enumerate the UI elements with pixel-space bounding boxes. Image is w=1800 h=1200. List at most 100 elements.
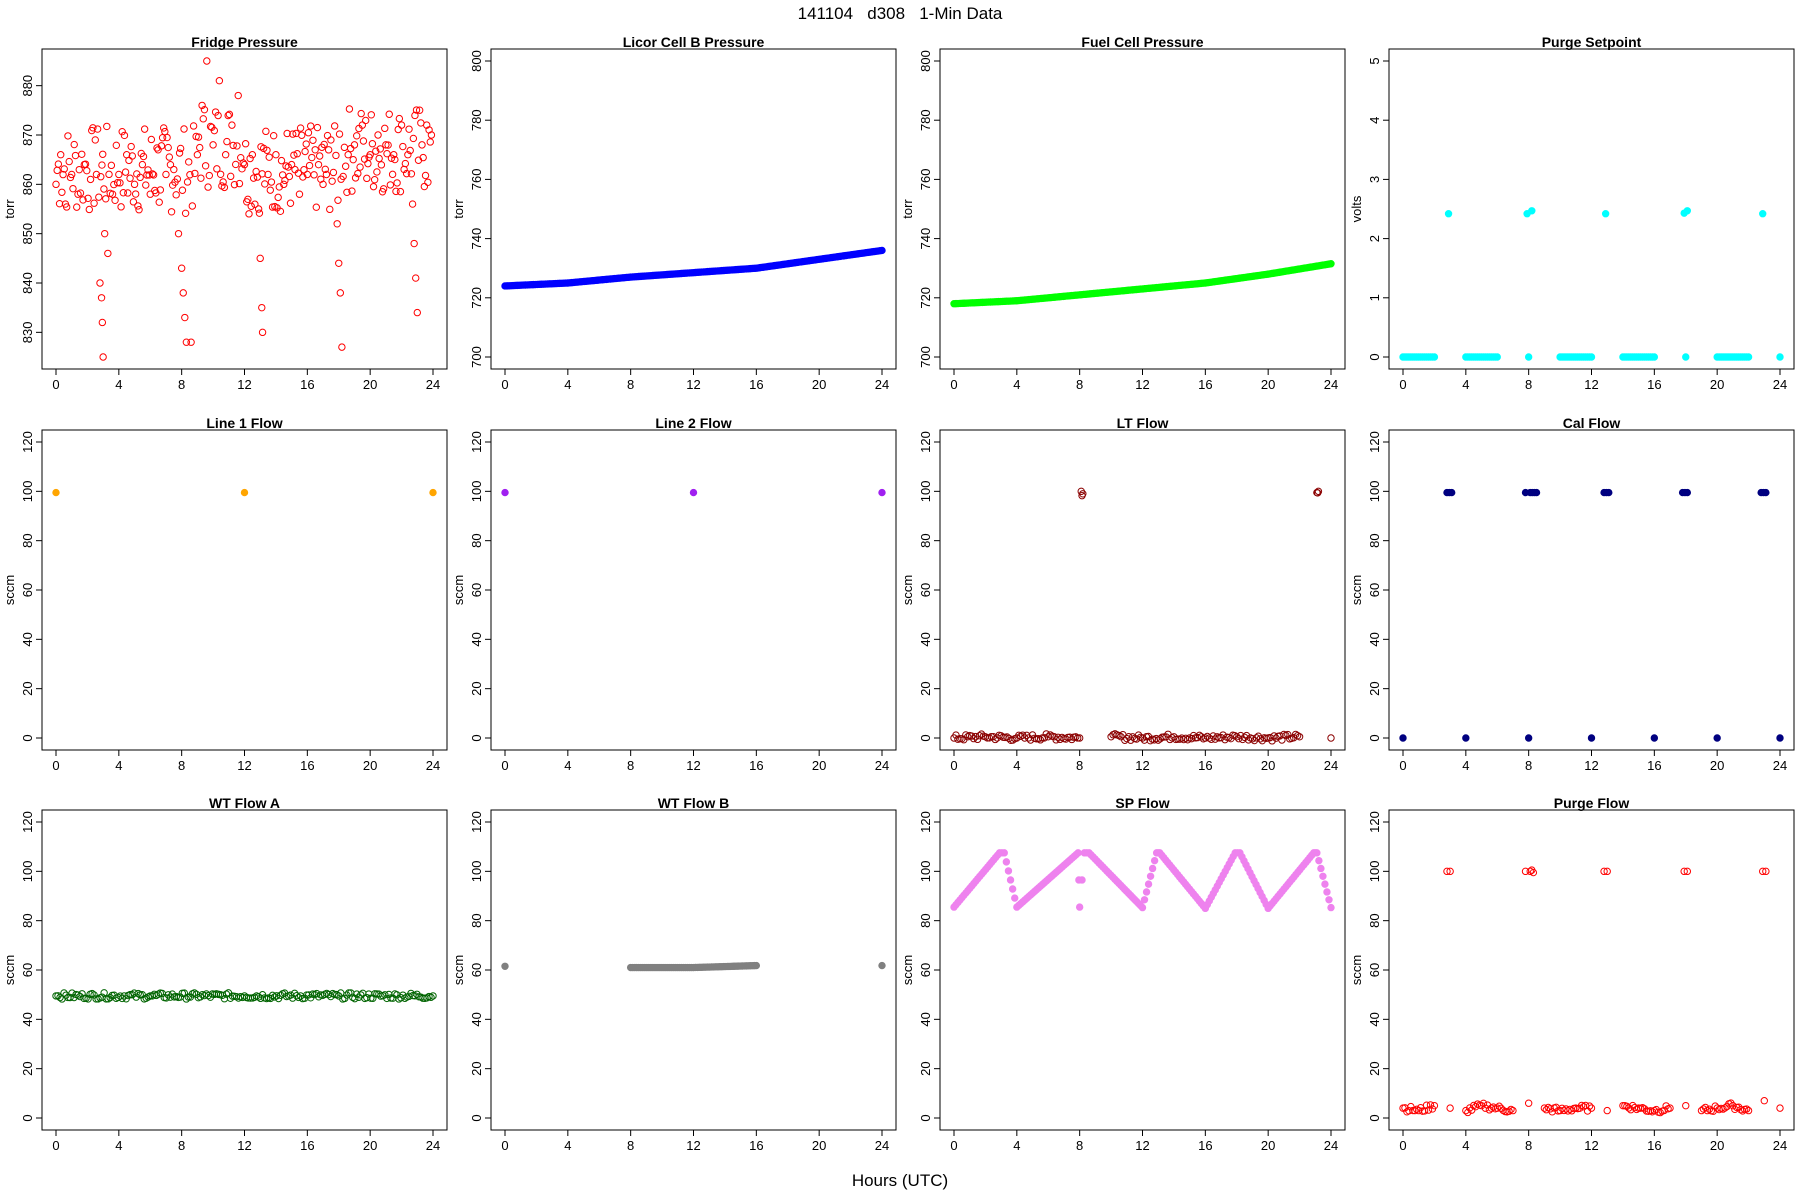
data-point <box>1721 1104 1729 1112</box>
data-point <box>275 183 283 191</box>
x-tick-label: 4 <box>564 377 571 392</box>
y-tick-label: 700 <box>918 346 933 368</box>
data-point <box>345 989 353 997</box>
y-tick-label: 3 <box>1367 176 1382 183</box>
data-point <box>263 146 271 154</box>
data-point <box>348 187 356 195</box>
panel-title: LT Flow <box>1117 415 1169 431</box>
y-tick-label: 780 <box>469 109 484 131</box>
data-point <box>84 194 92 202</box>
data-point <box>197 174 205 182</box>
data-point <box>136 173 144 182</box>
x-tick-label: 0 <box>950 758 957 773</box>
y-tick-label: 60 <box>918 583 933 597</box>
chart-panel-purge-flow: Purge Flow 0 4 8 12 16 20 24 0 20 40 60 80 100 120 sccm <box>1349 795 1795 1153</box>
x-tick-label: 24 <box>875 377 889 392</box>
data-point <box>1426 1101 1435 1109</box>
data-point <box>1682 1101 1690 1110</box>
data-point <box>85 205 94 214</box>
data-point <box>1507 1105 1515 1114</box>
x-tick-label: 12 <box>686 377 700 392</box>
data-point <box>1140 896 1149 904</box>
data-point <box>333 220 341 228</box>
x-tick-label: 16 <box>1198 377 1212 392</box>
chart-panel-fridge-pressure: Fridge Pressure 0 4 8 12 16 20 24 830 840 850 860 87… <box>2 34 448 392</box>
x-tick-label: 24 <box>1324 377 1338 392</box>
data-point <box>424 178 432 186</box>
data-point <box>349 155 357 164</box>
series-points <box>950 260 1335 308</box>
data-point <box>397 121 406 129</box>
data-point <box>1469 1101 1478 1110</box>
x-tick-label: 24 <box>1324 758 1338 773</box>
data-point <box>1325 260 1333 268</box>
data-point <box>76 189 85 197</box>
data-point <box>333 990 341 999</box>
data-point <box>1776 1104 1784 1112</box>
data-point <box>215 77 224 85</box>
data-point <box>174 229 183 238</box>
data-point <box>116 179 124 187</box>
data-point <box>69 184 77 193</box>
data-point <box>381 991 389 999</box>
data-point <box>64 132 72 140</box>
data-point <box>298 131 306 139</box>
y-tick-label: 80 <box>469 913 484 927</box>
x-tick-label: 8 <box>627 1138 634 1153</box>
data-point <box>272 151 280 159</box>
data-point <box>372 147 380 155</box>
data-point <box>115 170 123 179</box>
x-tick-label: 20 <box>812 377 826 392</box>
data-point <box>1150 856 1159 865</box>
data-point <box>1683 207 1692 215</box>
data-point <box>361 116 370 125</box>
data-point <box>301 147 309 156</box>
data-point <box>1008 885 1017 893</box>
data-point <box>1262 734 1270 742</box>
y-tick-label: 100 <box>469 480 484 502</box>
data-point <box>267 178 276 186</box>
data-point <box>245 210 253 218</box>
data-point <box>1146 872 1155 881</box>
data-point <box>1183 736 1192 744</box>
data-point <box>1759 488 1768 497</box>
data-point <box>1587 734 1596 742</box>
plot-frame <box>939 809 1346 1131</box>
x-tick-label: 8 <box>1525 377 1532 392</box>
x-tick-label: 20 <box>1710 377 1724 392</box>
data-point <box>204 991 213 1000</box>
y-axis-label: sccm <box>1349 575 1364 605</box>
data-point <box>326 205 334 214</box>
data-point <box>320 140 328 149</box>
x-tick-label: 24 <box>1773 377 1787 392</box>
data-point <box>188 202 197 210</box>
data-point <box>241 140 250 148</box>
data-point <box>367 111 375 119</box>
data-point <box>1603 867 1611 876</box>
x-tick-label: 16 <box>1647 377 1661 392</box>
data-point <box>127 142 135 151</box>
data-point <box>1144 880 1153 888</box>
data-point <box>373 168 381 176</box>
data-point <box>1656 1108 1664 1117</box>
y-axis-label: sccm <box>900 955 915 985</box>
data-point <box>1648 353 1657 361</box>
data-point <box>394 125 402 134</box>
data-point <box>1293 731 1302 740</box>
data-point <box>119 189 128 197</box>
y-tick-label: 20 <box>918 1061 933 1075</box>
data-point <box>1046 731 1054 739</box>
y-tick-label: 20 <box>1367 681 1382 695</box>
data-point <box>377 161 386 169</box>
data-point <box>876 247 884 255</box>
data-point <box>1629 1101 1637 1110</box>
data-point <box>1585 353 1594 361</box>
data-point <box>96 279 104 287</box>
data-point <box>74 991 82 999</box>
data-point <box>368 140 377 148</box>
data-point <box>425 126 433 134</box>
data-point <box>100 185 108 193</box>
data-point <box>1323 888 1331 896</box>
data-point <box>1487 1104 1496 1112</box>
y-tick-label: 80 <box>1367 913 1382 927</box>
